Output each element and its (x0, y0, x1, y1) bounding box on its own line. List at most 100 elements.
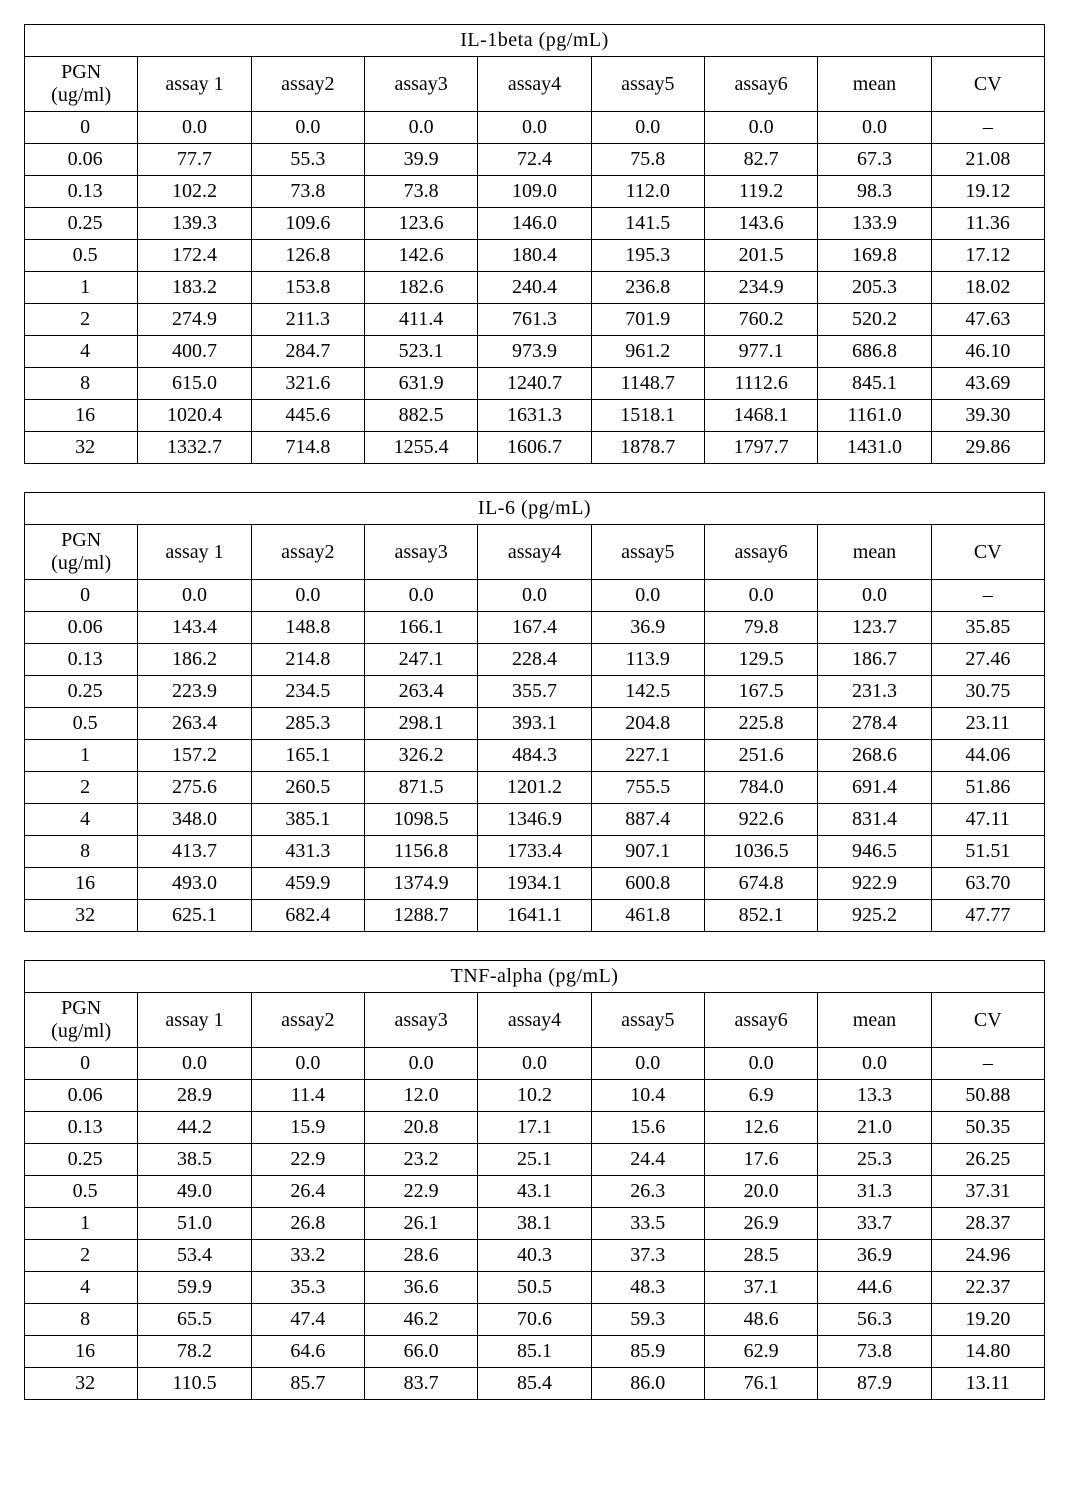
row-label-cell: 8 (25, 368, 138, 400)
data-cell: 1431.0 (818, 432, 931, 464)
data-cell: 143.6 (704, 208, 817, 240)
data-cell: 0.0 (818, 1048, 931, 1080)
data-cell: 19.20 (931, 1304, 1044, 1336)
data-cell: 1148.7 (591, 368, 704, 400)
data-cell: 484.3 (478, 740, 591, 772)
data-cell: 400.7 (138, 336, 251, 368)
column-header: assay 1 (138, 525, 251, 580)
data-cell: 1288.7 (364, 900, 477, 932)
data-cell: 186.2 (138, 644, 251, 676)
table-row: 4400.7284.7523.1973.9961.2977.1686.846.1… (25, 336, 1045, 368)
column-header: assay2 (251, 525, 364, 580)
table-row: 865.547.446.270.659.348.656.319.20 (25, 1304, 1045, 1336)
data-cell: 85.1 (478, 1336, 591, 1368)
data-cell: 72.4 (478, 144, 591, 176)
row-label-cell: 0.5 (25, 240, 138, 272)
data-cell: 1020.4 (138, 400, 251, 432)
data-cell: 17.6 (704, 1144, 817, 1176)
column-header: assay5 (591, 993, 704, 1048)
data-cell: 1098.5 (364, 804, 477, 836)
table-title: TNF-alpha (pg/mL) (25, 961, 1045, 993)
data-cell: 38.5 (138, 1144, 251, 1176)
data-cell: 141.5 (591, 208, 704, 240)
column-header: assay2 (251, 993, 364, 1048)
data-cell: 70.6 (478, 1304, 591, 1336)
data-cell: 761.3 (478, 304, 591, 336)
data-cell: 31.3 (818, 1176, 931, 1208)
data-cell: 445.6 (251, 400, 364, 432)
data-cell: 44.2 (138, 1112, 251, 1144)
data-cell: 86.0 (591, 1368, 704, 1400)
data-cell: 1733.4 (478, 836, 591, 868)
data-cell: 0.0 (478, 1048, 591, 1080)
data-cell: 1606.7 (478, 432, 591, 464)
data-cell: 48.6 (704, 1304, 817, 1336)
row-label-cell: 1 (25, 272, 138, 304)
data-cell: 167.4 (478, 612, 591, 644)
data-cell: 234.9 (704, 272, 817, 304)
data-cell: 18.02 (931, 272, 1044, 304)
data-cell: 62.9 (704, 1336, 817, 1368)
data-cell: 385.1 (251, 804, 364, 836)
table: IL-1beta (pg/mL)PGN(ug/ml)assay 1assay2a… (24, 24, 1045, 464)
data-cell: 20.8 (364, 1112, 477, 1144)
row-label-cell: 0.25 (25, 208, 138, 240)
data-cell: 143.4 (138, 612, 251, 644)
data-cell: 26.4 (251, 1176, 364, 1208)
data-cell: 19.12 (931, 176, 1044, 208)
data-cell: 686.8 (818, 336, 931, 368)
table-row: 00.00.00.00.00.00.00.0– (25, 112, 1045, 144)
data-cell: 674.8 (704, 868, 817, 900)
data-cell: 142.5 (591, 676, 704, 708)
data-cell: 112.0 (591, 176, 704, 208)
data-cell: 25.1 (478, 1144, 591, 1176)
data-cell: 977.1 (704, 336, 817, 368)
data-cell: 44.6 (818, 1272, 931, 1304)
data-cell: 278.4 (818, 708, 931, 740)
data-cell: 247.1 (364, 644, 477, 676)
data-cell: 285.3 (251, 708, 364, 740)
data-cell: 12.0 (364, 1080, 477, 1112)
data-cell: 146.0 (478, 208, 591, 240)
table-row: 0.549.026.422.943.126.320.031.337.31 (25, 1176, 1045, 1208)
column-header: assay6 (704, 57, 817, 112)
row-label-cell: 1 (25, 740, 138, 772)
data-cell: 29.86 (931, 432, 1044, 464)
data-cell: 0.0 (704, 580, 817, 612)
table-row: 0.25139.3109.6123.6146.0141.5143.6133.91… (25, 208, 1045, 240)
data-cell: 0.0 (704, 112, 817, 144)
data-cell: 10.4 (591, 1080, 704, 1112)
data-cell: 22.37 (931, 1272, 1044, 1304)
data-cell: 0.0 (591, 1048, 704, 1080)
row-label-cell: 0.5 (25, 708, 138, 740)
data-cell: 36.6 (364, 1272, 477, 1304)
data-cell: 51.0 (138, 1208, 251, 1240)
data-cell: 30.75 (931, 676, 1044, 708)
data-cell: 169.8 (818, 240, 931, 272)
data-cell: 13.11 (931, 1368, 1044, 1400)
table-row: 151.026.826.138.133.526.933.728.37 (25, 1208, 1045, 1240)
table-title: IL-6 (pg/mL) (25, 493, 1045, 525)
data-cell: 0.0 (704, 1048, 817, 1080)
data-cell: 46.10 (931, 336, 1044, 368)
data-cell: 411.4 (364, 304, 477, 336)
data-cell: 63.70 (931, 868, 1044, 900)
data-cell: 15.6 (591, 1112, 704, 1144)
data-cell: 43.69 (931, 368, 1044, 400)
table-row: 1157.2165.1326.2484.3227.1251.6268.644.0… (25, 740, 1045, 772)
table-row: 0.06143.4148.8166.1167.436.979.8123.735.… (25, 612, 1045, 644)
data-cell: 195.3 (591, 240, 704, 272)
data-cell: 119.2 (704, 176, 817, 208)
data-cell: 165.1 (251, 740, 364, 772)
table-row: 16493.0459.91374.91934.1600.8674.8922.96… (25, 868, 1045, 900)
data-cell: 236.8 (591, 272, 704, 304)
column-header: assay2 (251, 57, 364, 112)
data-cell: 40.3 (478, 1240, 591, 1272)
data-cell: 11.4 (251, 1080, 364, 1112)
data-cell: 1161.0 (818, 400, 931, 432)
data-cell: 0.0 (138, 1048, 251, 1080)
data-cell: – (931, 112, 1044, 144)
data-cell: 82.7 (704, 144, 817, 176)
data-cell: 109.0 (478, 176, 591, 208)
column-header: assay3 (364, 525, 477, 580)
